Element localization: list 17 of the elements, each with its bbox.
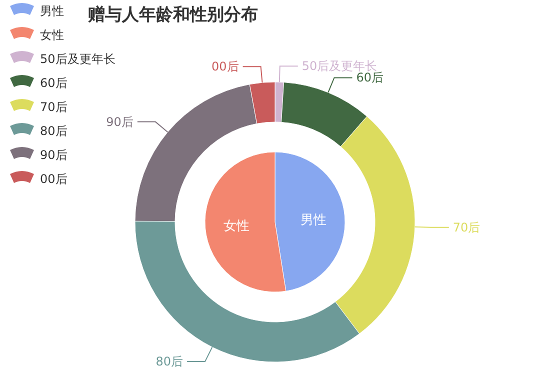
slice-label: 50后及更年长 — [302, 59, 378, 74]
slice-label: 90后 — [106, 114, 134, 129]
slice-label: 男性 — [300, 212, 326, 228]
legend-label: 女性 — [40, 28, 64, 42]
legend-label: 80后 — [40, 124, 68, 138]
slice-label: 70后 — [452, 220, 480, 234]
chart-title: 赠与人年龄和性别分布 — [87, 5, 258, 25]
legend-label: 50后及更年长 — [40, 52, 116, 66]
legend-label: 90后 — [40, 148, 68, 162]
legend-label: 60后 — [40, 76, 68, 90]
slice-label: 60后 — [356, 70, 384, 85]
legend-label: 70后 — [40, 100, 68, 114]
slice-label: 00后 — [212, 60, 239, 74]
slice-label: 女性 — [224, 219, 250, 234]
slice-label: 80后 — [156, 354, 184, 368]
legend-label: 00后 — [40, 172, 68, 186]
legend-label: 男性 — [40, 4, 64, 18]
